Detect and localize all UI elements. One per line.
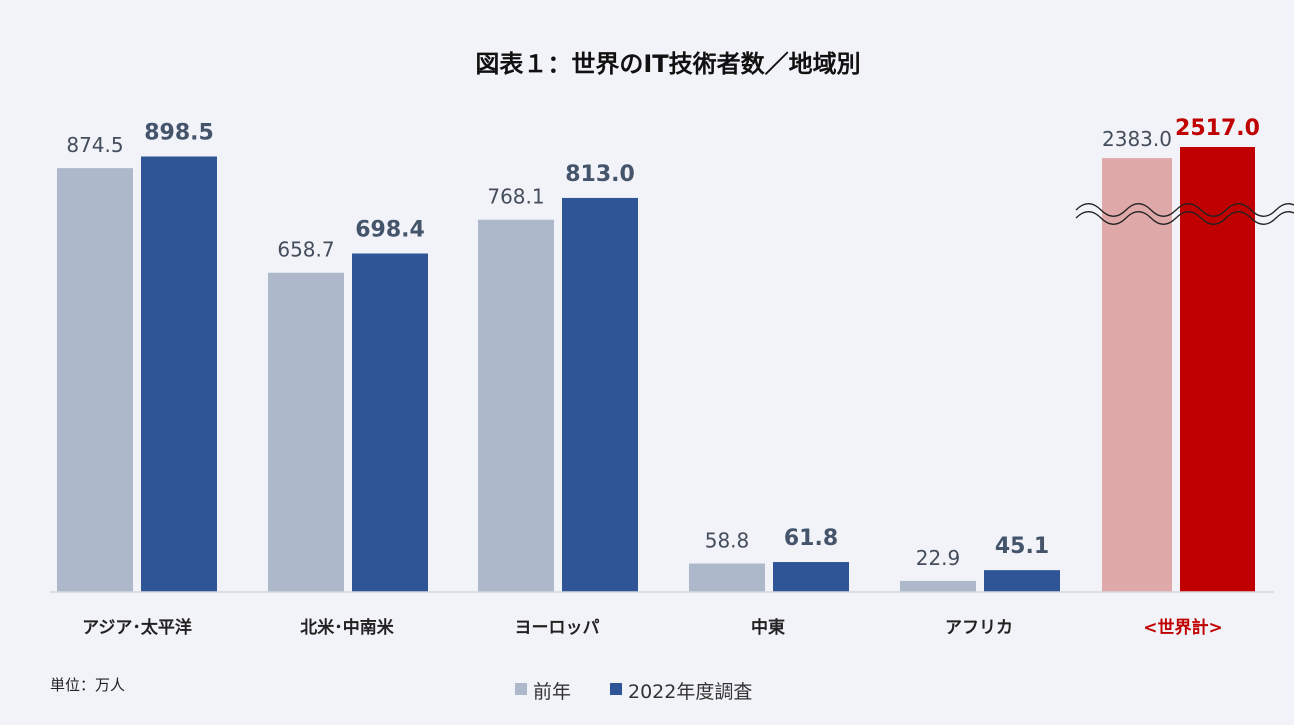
legend: 前年 2022年度調査: [515, 681, 752, 703]
category-label-1: 北米･中南米: [300, 617, 394, 638]
bar-prev-4: [900, 580, 976, 592]
chart-title: 図表１：世界のIT技術者数／地域別: [475, 50, 860, 78]
value-label-prev-world: 2383.0: [1102, 127, 1172, 151]
break-wave-upper: [1075, 203, 1294, 217]
value-label-prev-4: 22.9: [916, 546, 961, 570]
value-label-curr-world: 2517.0: [1175, 116, 1260, 141]
bar-prev-world: [1102, 158, 1172, 592]
bar-curr-world: [1180, 147, 1255, 592]
legend-swatch-curr: [610, 683, 622, 695]
break-wave-lower: [1075, 211, 1294, 225]
bar-prev-2: [478, 219, 554, 592]
legend-label-curr: 2022年度調査: [628, 681, 752, 703]
value-label-curr-3: 61.8: [784, 526, 838, 551]
bar-curr-4: [984, 570, 1060, 592]
bar-curr-2: [562, 197, 638, 592]
category-labels-layer: アジア･太平洋 北米･中南米 ヨーロッパ 中東 アフリカ <世界計>: [82, 617, 1223, 638]
bar-prev-1: [268, 272, 344, 592]
value-label-prev-0: 874.5: [66, 133, 123, 157]
bar-curr-3: [773, 562, 849, 592]
bar-curr-0: [141, 156, 217, 592]
category-label-world: <世界計>: [1143, 617, 1223, 638]
bar-curr-1: [352, 253, 428, 592]
category-label-3: 中東: [751, 617, 785, 638]
value-label-prev-3: 58.8: [705, 528, 750, 552]
value-label-curr-0: 898.5: [144, 120, 214, 145]
category-label-0: アジア･太平洋: [82, 617, 192, 638]
value-label-prev-2: 768.1: [487, 185, 544, 209]
legend-label-prev: 前年: [533, 681, 571, 703]
value-label-prev-1: 658.7: [277, 238, 334, 262]
bar-prev-0: [57, 168, 133, 592]
category-label-2: ヨーロッパ: [515, 618, 600, 638]
axis-break-mark: [1075, 203, 1294, 225]
value-label-curr-2: 813.0: [565, 162, 635, 187]
category-label-4: アフリカ: [945, 618, 1013, 638]
legend-swatch-prev: [515, 683, 527, 695]
value-labels-layer: 874.5 898.5 658.7 698.4 768.1 813.0 58.8 61.8 22…: [66, 116, 1260, 570]
value-label-curr-4: 45.1: [995, 534, 1049, 559]
bars-layer: [57, 147, 1255, 592]
unit-label: 単位：万人: [50, 676, 125, 694]
value-label-curr-1: 698.4: [355, 217, 425, 242]
bar-prev-3: [689, 563, 765, 592]
